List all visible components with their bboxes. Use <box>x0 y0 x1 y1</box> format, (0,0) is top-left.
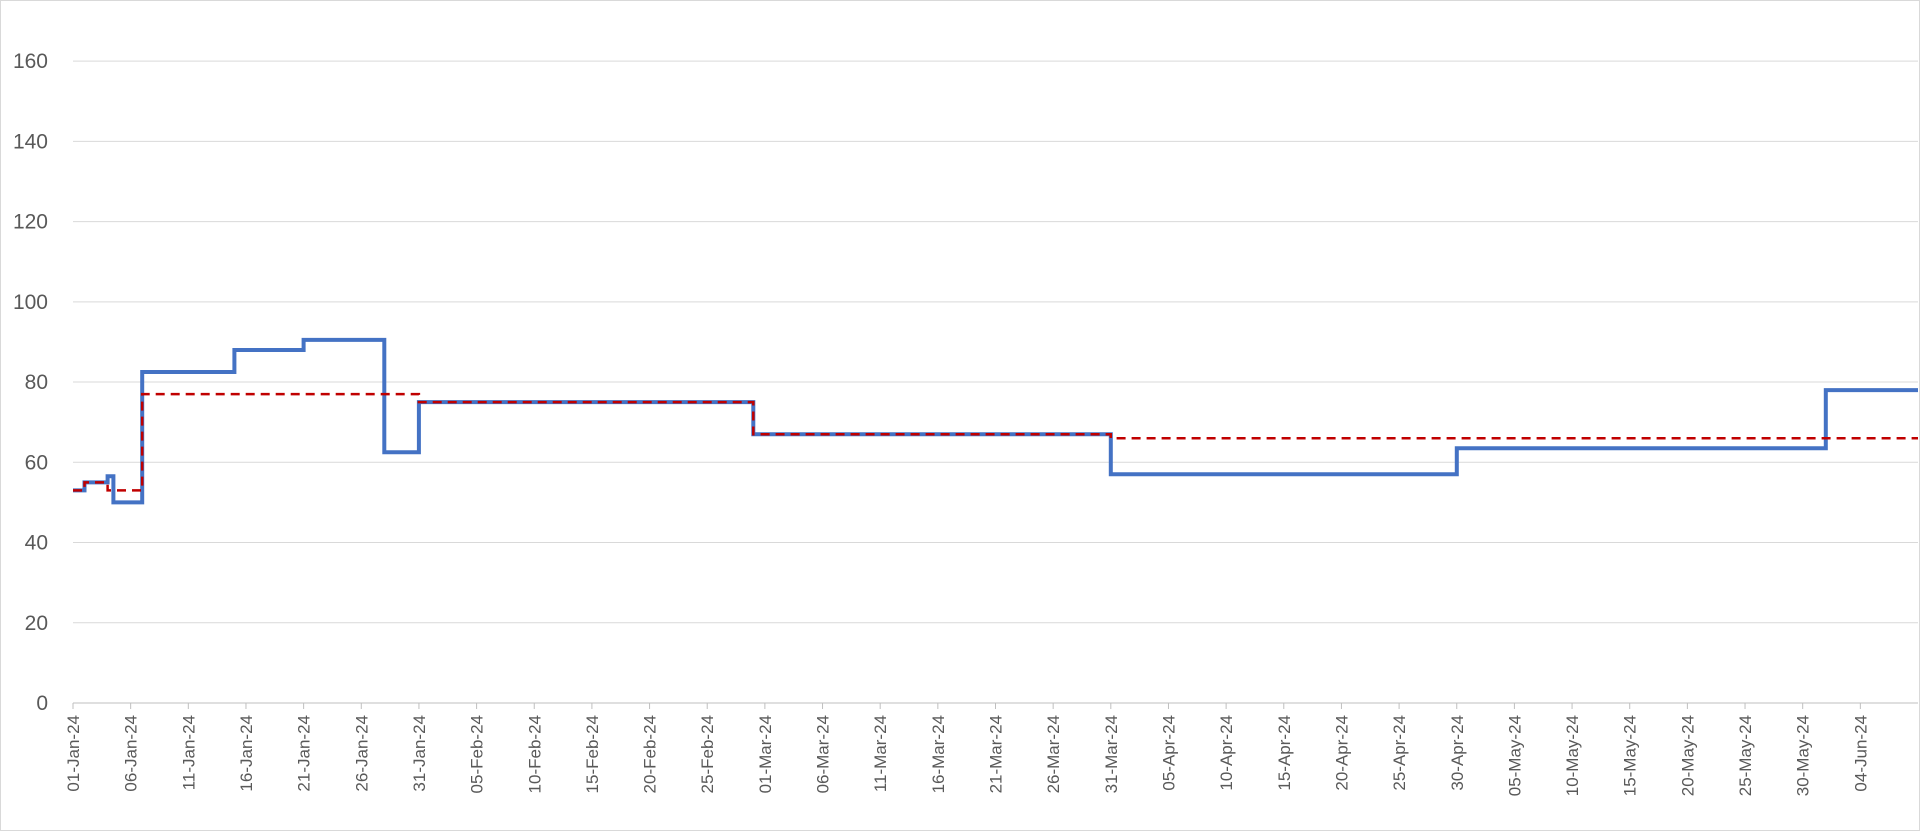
y-tick-label: 160 <box>13 50 48 73</box>
x-tick-label: 25-Apr-24 <box>1390 715 1409 791</box>
series-lines <box>73 337 1918 505</box>
x-tick-label: 30-May-24 <box>1794 715 1813 796</box>
x-tick-label: 11-Mar-24 <box>871 715 890 792</box>
x-tick-label: 21-Mar-24 <box>987 715 1006 793</box>
x-tick-label: 05-May-24 <box>1505 715 1524 796</box>
y-tick-label: 120 <box>13 211 48 234</box>
x-tick-label: 26-Mar-24 <box>1044 715 1063 793</box>
x-tick-label: 15-Feb-24 <box>583 715 602 793</box>
x-tick-label: 10-May-24 <box>1563 715 1582 796</box>
y-tick-label: 140 <box>13 130 48 153</box>
x-tick-label: 15-Apr-24 <box>1275 715 1294 791</box>
x-tick-label: 10-Apr-24 <box>1217 715 1236 791</box>
x-tick-label: 16-Mar-24 <box>929 715 948 793</box>
x-tick-label: 20-Feb-24 <box>641 715 660 793</box>
x-axis-ticks: 01-Jan-24 06-Jan-24 11-Jan-24 16-Jan-24 21-J… <box>64 703 1870 796</box>
x-tick-label: 16-Jan-24 <box>237 715 256 792</box>
x-tick-label: 31-Mar-24 <box>1102 715 1121 793</box>
x-tick-label: 10-Feb-24 <box>525 715 544 793</box>
y-tick-label: 20 <box>25 612 48 635</box>
x-tick-label: 31-Jan-24 <box>410 715 429 792</box>
series-line-solid <box>73 337 1918 505</box>
y-tick-label: 100 <box>13 291 48 314</box>
y-tick-label: 0 <box>36 692 48 715</box>
x-tick-label: 06-Jan-24 <box>122 715 141 792</box>
x-tick-label: 25-Feb-24 <box>698 715 717 793</box>
x-tick-label: 05-Feb-24 <box>468 715 487 793</box>
y-tick-label: 80 <box>25 371 48 394</box>
x-tick-label: 11-Jan-24 <box>179 715 198 790</box>
series-line-dashed <box>73 392 1918 492</box>
x-tick-label: 04-Jun-24 <box>1851 715 1870 792</box>
x-tick-label: 30-Apr-24 <box>1448 715 1467 791</box>
x-tick-label: 26-Jan-24 <box>352 715 371 792</box>
x-tick-label: 01-Jan-24 <box>64 715 83 792</box>
y-tick-label: 60 <box>25 451 48 474</box>
y-axis-ticks: 0 20 40 60 80 100 120 140 160 <box>13 50 48 715</box>
x-tick-label: 05-Apr-24 <box>1159 715 1178 791</box>
x-tick-label: 20-Apr-24 <box>1332 715 1351 791</box>
y-tick-label: 40 <box>25 532 48 555</box>
x-tick-label: 20-May-24 <box>1678 715 1697 796</box>
x-tick-label: 21-Jan-24 <box>295 715 314 792</box>
x-tick-label: 01-Mar-24 <box>756 715 775 793</box>
gridlines <box>73 60 1918 704</box>
x-tick-label: 06-Mar-24 <box>814 715 833 793</box>
x-tick-label: 25-May-24 <box>1736 715 1755 796</box>
x-tick-label: 15-May-24 <box>1621 715 1640 796</box>
